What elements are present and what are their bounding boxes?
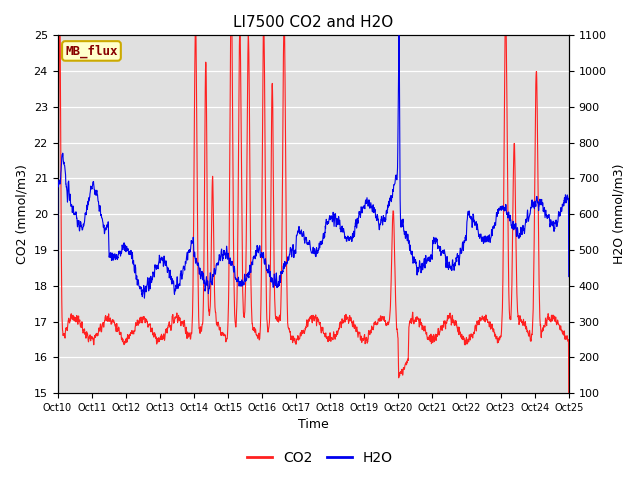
Y-axis label: CO2 (mmol/m3): CO2 (mmol/m3)	[15, 164, 28, 264]
Title: LI7500 CO2 and H2O: LI7500 CO2 and H2O	[233, 15, 393, 30]
Legend: CO2, H2O: CO2, H2O	[242, 445, 398, 471]
Y-axis label: H2O (mmol/m3): H2O (mmol/m3)	[612, 164, 625, 264]
Text: MB_flux: MB_flux	[65, 44, 118, 58]
X-axis label: Time: Time	[298, 419, 328, 432]
